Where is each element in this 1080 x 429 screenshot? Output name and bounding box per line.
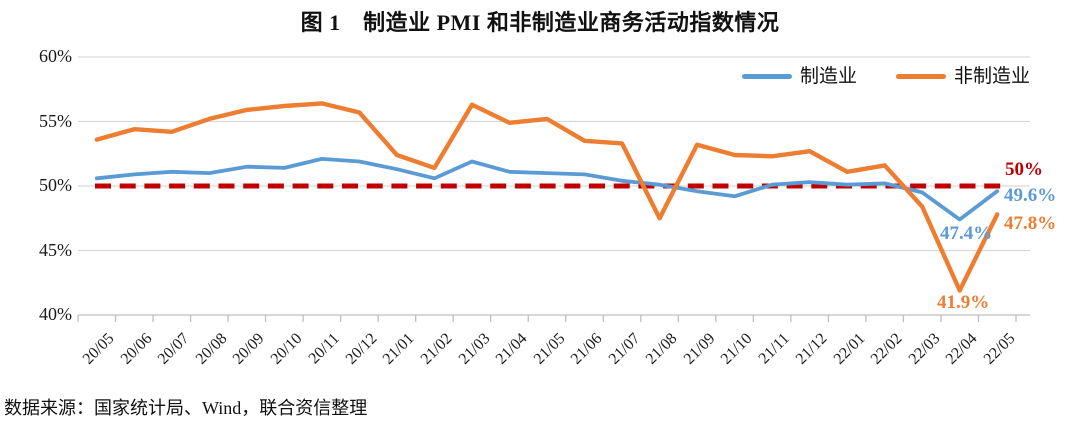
value-callout: 50%	[1005, 159, 1043, 180]
legend-line-swatch-manufacturing	[742, 74, 792, 79]
y-axis-label: 60%	[39, 46, 72, 66]
y-axis-label: 55%	[39, 110, 72, 131]
y-axis-label: 40%	[39, 304, 72, 324]
value-callout: 41.9%	[937, 292, 990, 313]
value-callout: 49.6%	[1004, 185, 1057, 206]
legend-item-manufacturing: 制造业	[742, 67, 857, 86]
y-axis-label: 50%	[39, 175, 72, 195]
y-axis-label: 45%	[39, 239, 72, 260]
legend-label-non-manufacturing: 非制造业	[954, 66, 1031, 87]
figure-title: 图 1 制造业 PMI 和非制造业商务活动指数情况	[300, 10, 780, 35]
series-line-manufacturing	[94, 156, 1000, 222]
legend-line-swatch-non-manufacturing	[896, 74, 946, 79]
value-callout: 47.4%	[940, 223, 993, 244]
value-callout: 47.8%	[1004, 213, 1057, 234]
series-line-non-manufacturing	[94, 101, 1000, 293]
legend-label-manufacturing: 制造业	[800, 66, 858, 87]
legend-item-non-manufacturing: 非制造业	[896, 67, 1030, 86]
source-note: 数据来源：国家统计局、Wind，联合资信整理	[4, 398, 368, 418]
